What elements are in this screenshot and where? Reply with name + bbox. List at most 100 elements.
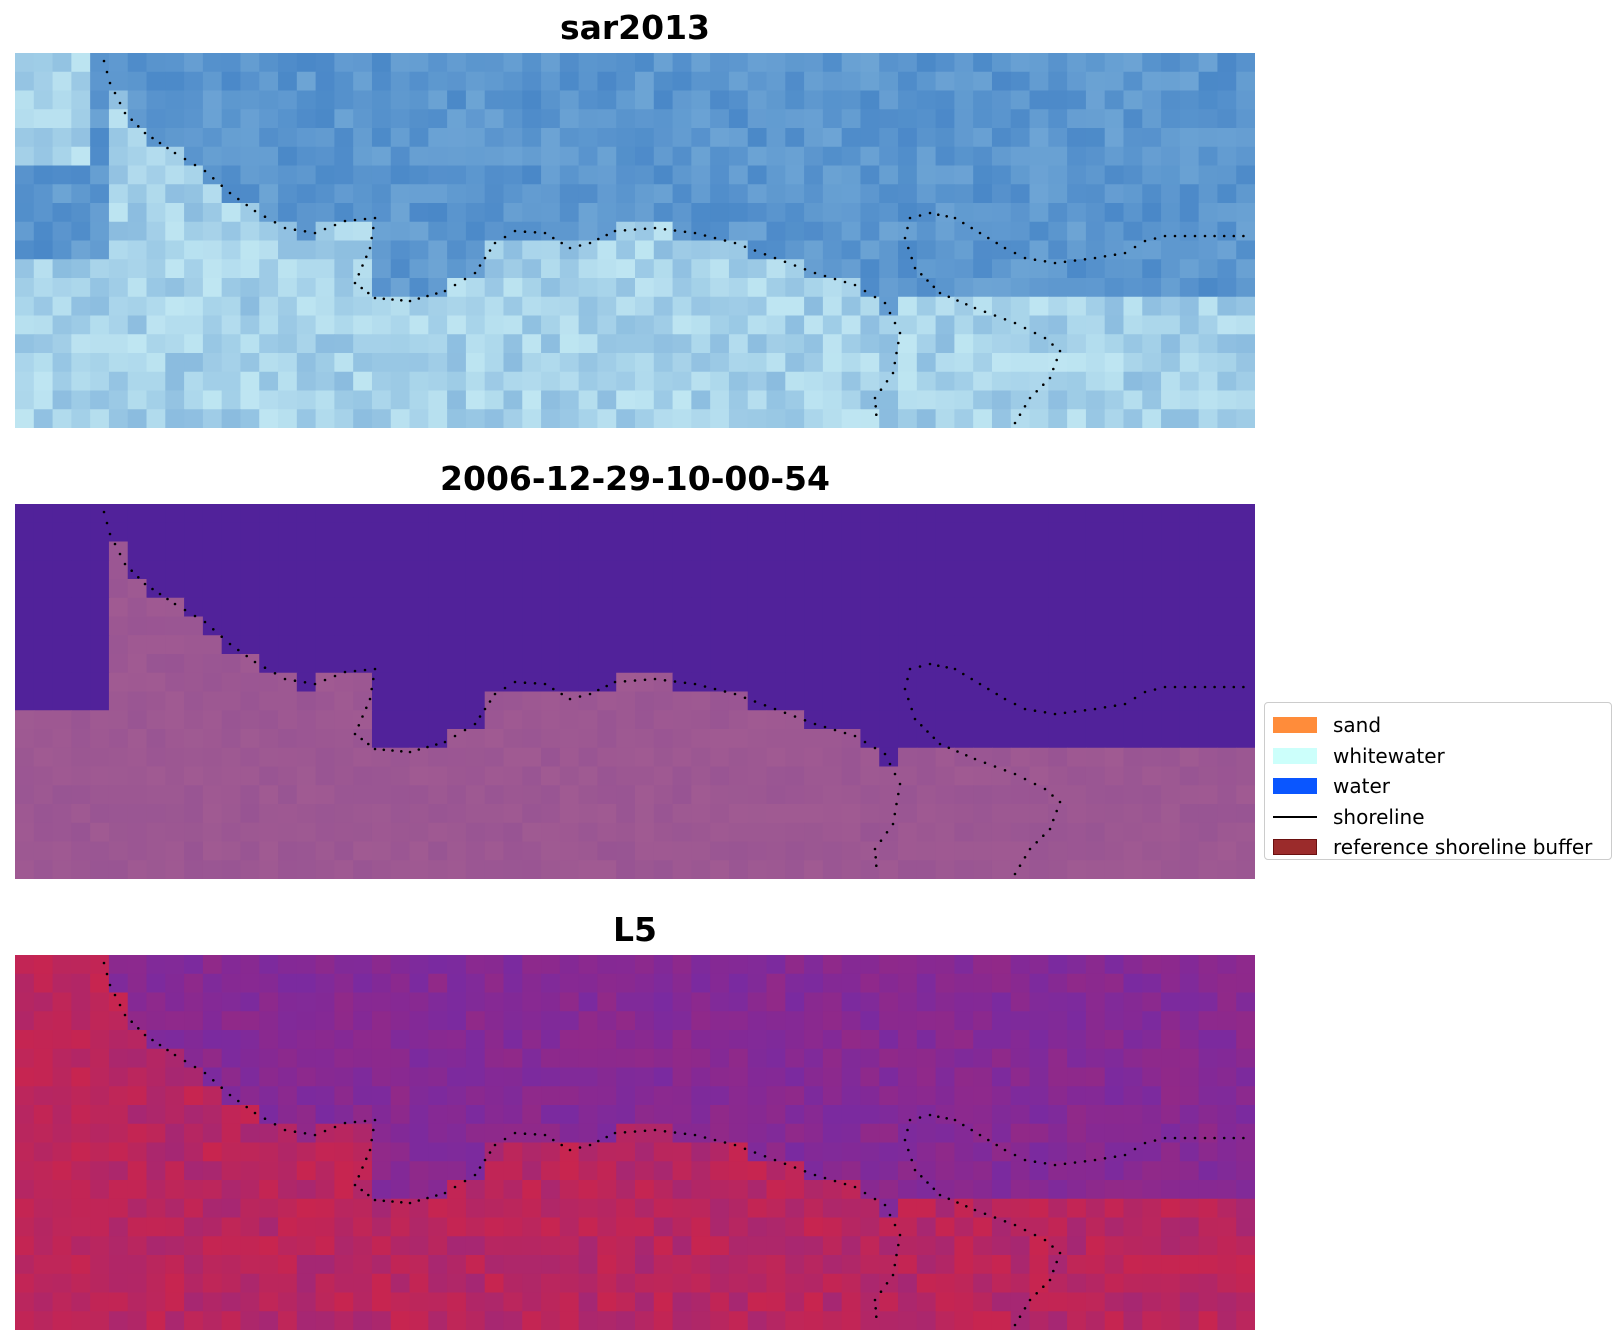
shoreline-dot (1033, 331, 1037, 335)
shoreline-dot (273, 221, 277, 224)
shoreline-dot (313, 682, 317, 686)
shoreline-dot (1048, 827, 1052, 831)
shoreline-dot (513, 1131, 517, 1135)
shoreline-dot (357, 1175, 361, 1178)
shoreline-dot (323, 1129, 327, 1133)
shoreline-dot (898, 1233, 902, 1237)
shoreline-dot (1023, 326, 1027, 330)
shoreline-dot (995, 692, 998, 696)
shoreline-dot (863, 1191, 867, 1195)
shoreline-dot (543, 231, 547, 235)
shoreline-dot (333, 223, 337, 227)
shoreline-dot (193, 614, 197, 618)
shoreline-dot (588, 241, 592, 245)
shoreline-dot (143, 582, 147, 586)
shoreline-dot (773, 707, 777, 711)
shoreline-dot (908, 1118, 912, 1122)
shoreline-dot (588, 692, 592, 696)
shoreline-dot (130, 118, 133, 121)
shoreline-dot (360, 737, 364, 741)
shoreline-dot (913, 1168, 917, 1172)
shoreline-dot (212, 628, 215, 631)
shoreline-dot (803, 1170, 807, 1173)
shoreline-dot (533, 231, 537, 234)
shoreline-dot (1055, 358, 1058, 362)
shoreline-dot (993, 1216, 997, 1219)
shoreline-dot (373, 747, 377, 751)
shoreline-dot (333, 1125, 337, 1129)
shoreline-dot (483, 707, 487, 711)
shoreline-dot (843, 280, 847, 284)
shoreline-dot (343, 1121, 347, 1125)
shoreline-dot (978, 682, 982, 686)
shoreline-dot (926, 279, 929, 282)
shoreline-dot (143, 131, 147, 135)
shoreline-dot (1203, 685, 1207, 689)
shoreline-dot (283, 226, 287, 230)
shoreline-dot (137, 125, 140, 128)
shoreline-dot (361, 1166, 364, 1169)
shoreline-dot (753, 700, 757, 703)
shoreline-dot (1222, 234, 1226, 238)
shoreline-dot (683, 1132, 687, 1136)
shoreline-dot (693, 1133, 697, 1137)
shoreline-dot (938, 742, 942, 746)
shoreline-dot (723, 1141, 727, 1144)
shoreline-dot (151, 1038, 154, 1042)
shoreline-dot (983, 1212, 987, 1216)
shoreline-dot (945, 666, 948, 669)
shoreline-dot (1123, 1153, 1127, 1157)
shoreline-dot (938, 1193, 942, 1197)
shoreline-dot (360, 1188, 364, 1192)
shoreline-dot (1163, 234, 1167, 238)
shoreline-dot (533, 1133, 537, 1136)
shoreline-dot (370, 687, 374, 691)
shoreline-dot (1018, 413, 1022, 417)
shoreline-dot (597, 237, 600, 241)
shoreline-dot (523, 1132, 527, 1135)
image-panel-sar2013 (15, 53, 1255, 428)
shoreline-dot (237, 648, 240, 652)
shoreline-dot (891, 822, 895, 826)
shoreline-dot (193, 1065, 197, 1069)
shoreline-dot (703, 234, 707, 237)
shoreline-dot (937, 213, 940, 216)
shoreline-dot (753, 1151, 757, 1154)
shoreline-dot (560, 241, 563, 245)
shoreline-dot (568, 246, 572, 250)
shoreline-dot (803, 719, 807, 722)
shoreline-dot (875, 413, 878, 417)
shoreline-dot (220, 184, 223, 187)
shoreline-dot (970, 677, 973, 681)
whitewater-swatch (1273, 747, 1317, 764)
shoreline-dot (1033, 782, 1037, 786)
shoreline-dot (1103, 255, 1107, 258)
image-panel-l5 (15, 955, 1255, 1330)
shoreline-dot (907, 697, 910, 701)
shoreline-dot (1055, 809, 1058, 813)
shoreline-dot (879, 1290, 883, 1293)
shoreline-dot (833, 728, 837, 732)
shoreline-dot (367, 742, 370, 746)
shoreline-dot (1173, 685, 1177, 689)
shoreline-dot (918, 665, 922, 668)
shoreline-dot (605, 1135, 608, 1139)
shoreline-dot (1013, 702, 1017, 706)
shoreline-dot (370, 1138, 374, 1142)
shoreline-dot (105, 70, 109, 74)
shoreline-dot (703, 1136, 707, 1139)
shoreline-dot (1003, 697, 1007, 701)
shoreline-dot (633, 228, 637, 231)
shoreline-dot (928, 662, 932, 666)
shoreline-dot (643, 1129, 647, 1133)
shoreline-dot (1058, 349, 1062, 353)
shoreline-dot (1013, 251, 1017, 255)
shoreline-dot (983, 310, 987, 314)
shoreline-dot (578, 1146, 582, 1149)
shoreline-dot (893, 361, 897, 365)
shoreline-dot (970, 1128, 973, 1132)
legend-label-shoreline: shoreline (1333, 804, 1425, 829)
shoreline-dot (1173, 1136, 1177, 1140)
shoreline-dot (1042, 834, 1045, 837)
shoreline-dot (1028, 396, 1032, 400)
